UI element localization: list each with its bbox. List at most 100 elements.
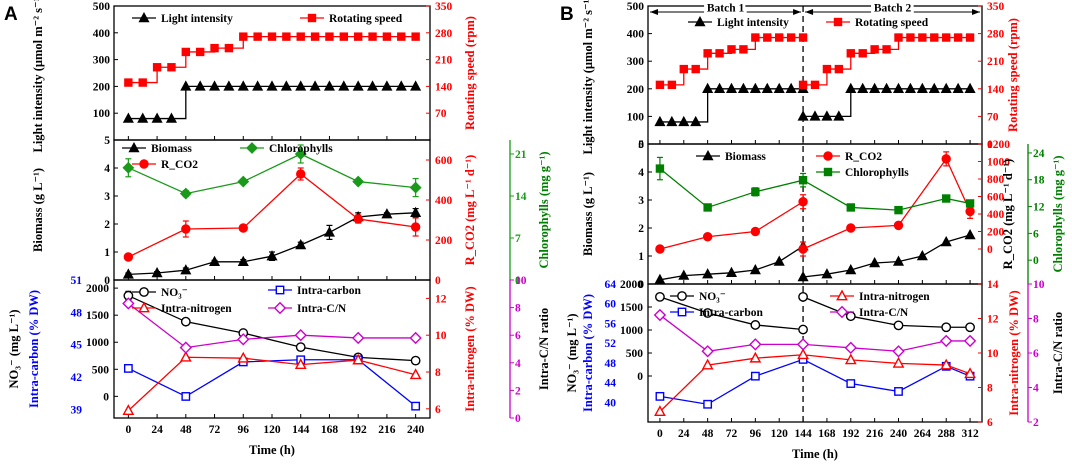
tick-label-top-left: 0 <box>638 139 644 151</box>
data-point-top-3 <box>810 80 820 90</box>
data-point-middle-0 <box>295 238 307 250</box>
tick-label-top-left: 100 <box>93 108 111 120</box>
data-point-bottom-2 <box>294 358 307 370</box>
tick-label-bottom-left2: 60 <box>605 299 617 311</box>
data-point-top-0 <box>761 82 773 93</box>
tick-label-middle-right: 600 <box>435 155 453 167</box>
data-point-middle-1 <box>410 222 421 232</box>
data-point-top-0 <box>666 115 678 127</box>
tick-label-middle-right: 0 <box>435 275 441 287</box>
legend-marker-bottom <box>835 305 849 319</box>
data-point-middle-0 <box>266 250 278 261</box>
tick-label-top-right: 0 <box>987 139 993 151</box>
data-point-bottom-0 <box>655 291 665 302</box>
data-point-top-0 <box>209 80 221 91</box>
data-point-top-2 <box>786 33 796 42</box>
tick-label-bottom-left2: 44 <box>605 378 617 390</box>
data-point-bottom-2 <box>655 391 665 401</box>
series-line-top-1 <box>803 88 971 118</box>
x-axis-title: Time (h) <box>249 443 295 457</box>
data-point-middle-1 <box>181 224 191 234</box>
data-point-middle-0 <box>773 255 785 266</box>
legend-text-bottom: Intra-nitrogen <box>859 291 930 303</box>
tick-label-top-left: 400 <box>627 29 645 41</box>
data-point-top-0 <box>180 80 192 91</box>
data-point-top-0 <box>122 112 134 123</box>
legend-marker-bottom <box>138 301 150 313</box>
axis-title-top-ylabel_left: Light intensity (μmol m⁻² s⁻¹) <box>581 0 595 155</box>
tick-label-top-right: 140 <box>987 84 1005 96</box>
batch1-label: Batch 1 <box>707 3 745 15</box>
series-line-middle-4 <box>659 168 971 211</box>
data-point-bottom-0 <box>702 308 713 318</box>
data-point-middle-1 <box>238 223 248 233</box>
axis-title-middle-ylabel_right2: Chlorophylls (mg g⁻¹) <box>537 151 551 268</box>
tick-label-middle-right2: 0 <box>1033 255 1039 267</box>
tick-label-bottom-right2: 10 <box>515 275 527 287</box>
data-point-top-1 <box>124 78 133 87</box>
series-line-middle-2 <box>659 201 804 250</box>
data-point-top-1 <box>833 110 845 121</box>
data-point-top-1 <box>892 82 905 93</box>
axis-title-bottom-ylabel_left2: Intra-carbon (% DW) <box>581 294 595 412</box>
tick-label-middle-right2: 7 <box>515 233 521 245</box>
data-point-middle-0 <box>237 255 249 266</box>
tick-label-middle-left: 4 <box>638 167 644 179</box>
data-point-bottom-1 <box>123 364 133 373</box>
data-point-top-2 <box>775 33 784 42</box>
data-point-bottom-3 <box>409 331 422 345</box>
x-tick-label: 264 <box>914 428 932 440</box>
data-point-top-0 <box>223 80 235 91</box>
legend-marker-bottom <box>273 301 287 315</box>
data-point-top-0 <box>165 112 177 123</box>
tick-label-top-left: 500 <box>627 1 645 13</box>
data-point-bottom-2 <box>352 353 365 365</box>
legend-text-bottom: Intra-C/N <box>859 307 909 319</box>
data-point-bottom-1 <box>965 322 975 333</box>
tick-label-middle-left: 5 <box>104 135 110 147</box>
axis-title-bottom-ylabel_right: Intra-nitrogen (% DW) <box>463 286 477 411</box>
data-point-bottom-1 <box>798 291 808 302</box>
data-point-middle-0 <box>749 263 761 275</box>
tick-label-middle-left: 3 <box>104 191 110 203</box>
legend-text-bottom: Intra-C/N <box>297 303 347 315</box>
data-point-bottom-4 <box>701 345 714 358</box>
tick-label-bottom-left: 500 <box>92 364 110 376</box>
data-point-middle-0 <box>151 266 163 278</box>
data-point-top-0 <box>151 112 163 123</box>
legend-text-bottom: NO₃⁻ <box>699 291 726 303</box>
tick-label-middle-left: 4 <box>104 163 110 175</box>
tick-label-bottom-right2: 6 <box>1033 348 1039 360</box>
data-point-middle-3 <box>941 154 951 164</box>
tick-label-top-right: 350 <box>987 1 1005 13</box>
data-point-top-3 <box>798 80 808 90</box>
tick-label-middle-right2: 21 <box>515 149 527 161</box>
data-point-bottom-3 <box>940 358 953 370</box>
data-point-top-0 <box>137 112 149 123</box>
data-point-top-1 <box>167 63 176 72</box>
data-point-top-0 <box>749 82 761 93</box>
legend-marker-middle <box>128 141 140 153</box>
data-point-top-0 <box>410 80 422 91</box>
data-point-middle-1 <box>845 263 857 275</box>
data-point-bottom-2 <box>846 379 856 388</box>
tick-label-middle-left: 2 <box>104 219 110 231</box>
tick-label-bottom-right: 12 <box>987 314 999 326</box>
data-point-top-1 <box>210 43 219 53</box>
tick-label-top-left: 100 <box>627 111 645 123</box>
data-point-top-1 <box>195 47 205 57</box>
tick-label-bottom-right2: 2 <box>515 385 521 397</box>
tick-label-bottom-left2: 40 <box>605 397 617 409</box>
data-point-middle-2 <box>702 232 713 242</box>
data-point-bottom-2 <box>703 399 713 409</box>
data-point-middle-1 <box>940 235 952 247</box>
data-point-middle-0 <box>323 226 335 237</box>
data-point-middle-2 <box>352 175 365 188</box>
data-point-top-1 <box>253 32 262 41</box>
tick-label-bottom-right2: 8 <box>515 303 521 315</box>
axis-title-middle-ylabel_left: Biomass (g L⁻¹) <box>31 168 45 252</box>
tick-label-bottom-right: 10 <box>435 330 447 342</box>
data-point-bottom-3 <box>237 333 250 346</box>
data-point-bottom-4 <box>892 345 905 358</box>
